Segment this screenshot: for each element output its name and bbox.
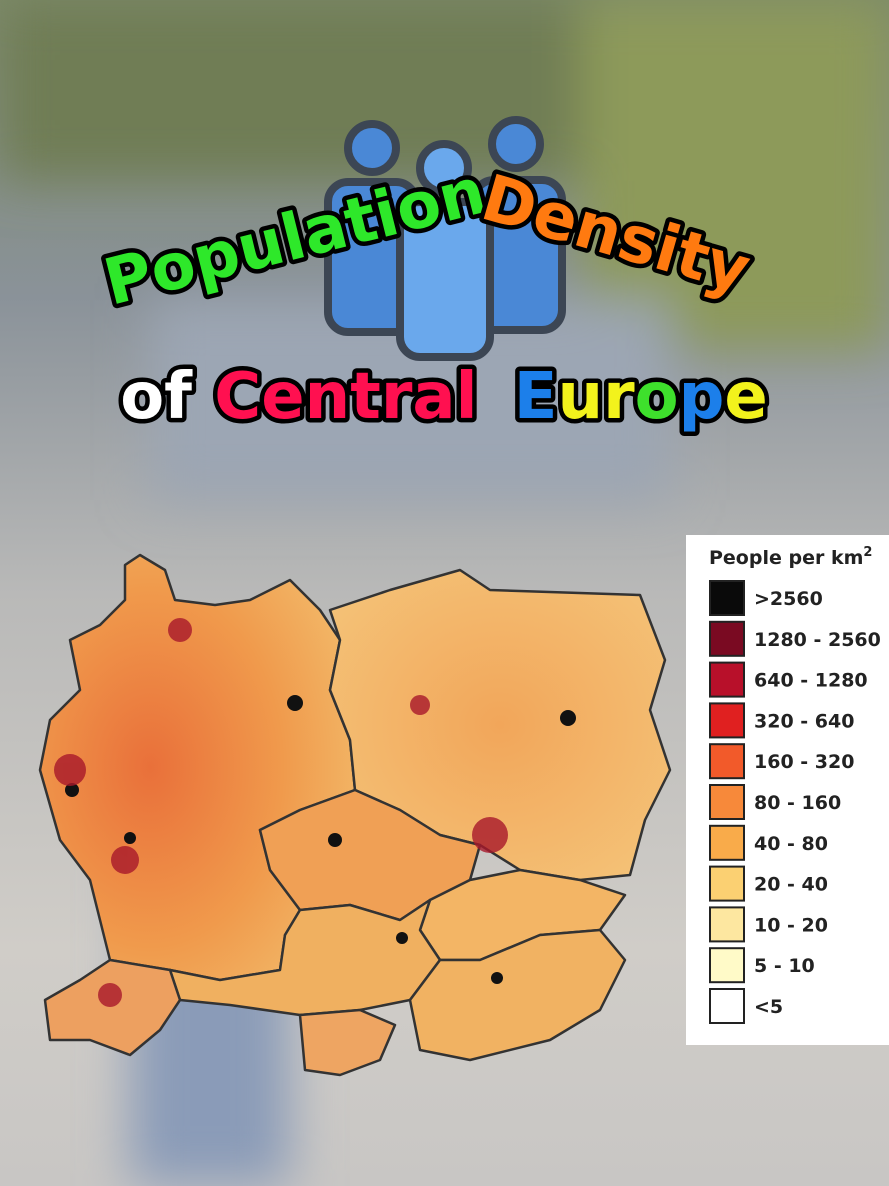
switzerland xyxy=(43,958,182,1057)
legend-label: 640 - 1280 xyxy=(754,670,868,692)
legend-label: 5 - 10 xyxy=(754,955,815,977)
legend-swatch xyxy=(709,824,745,861)
legend-label: 20 - 40 xyxy=(754,874,828,896)
legend-swatch xyxy=(709,661,745,698)
legend-swatch xyxy=(709,906,745,943)
map xyxy=(38,553,672,1077)
legend-swatch xyxy=(709,988,745,1024)
legend-label: 160 - 320 xyxy=(754,751,854,773)
legend-swatch xyxy=(709,865,745,902)
legend-swatch xyxy=(709,580,745,616)
legend-swatch xyxy=(709,620,745,657)
legend-title-sup: 2 xyxy=(863,545,872,560)
legend-title-text: People per km xyxy=(709,547,863,569)
title-letter: p xyxy=(679,360,725,434)
hungary xyxy=(408,928,627,1062)
austria xyxy=(168,898,442,1017)
poland xyxy=(328,568,672,882)
legend-label: 80 - 160 xyxy=(754,792,841,814)
legend-swatch xyxy=(709,784,745,820)
legend-label: 40 - 80 xyxy=(754,833,828,855)
title-letter: E xyxy=(514,360,558,434)
subtitle: of Central Europe xyxy=(120,360,768,434)
legend-title: People per km2 xyxy=(709,545,872,569)
legend-label: <5 xyxy=(754,996,783,1018)
legend-label: >2560 xyxy=(754,588,823,610)
legend: >2560 1280 - 2560 640 - 1280 320 - 640 160 -… xyxy=(709,580,881,1024)
title-letter: o xyxy=(635,360,679,434)
title-word: Central xyxy=(214,360,477,434)
title-letter: e xyxy=(724,360,767,434)
title-letter: r xyxy=(603,360,635,434)
slovenia xyxy=(298,1008,397,1077)
title-letter: u xyxy=(558,360,604,434)
legend-swatch xyxy=(709,743,745,780)
title-word: Europe xyxy=(514,360,768,434)
legend-label: 320 - 640 xyxy=(754,710,854,732)
legend-swatch xyxy=(709,947,745,984)
legend-swatch xyxy=(709,702,745,739)
legend-label: 1280 - 2560 xyxy=(754,629,881,651)
people-icon xyxy=(324,116,566,361)
legend-label: 10 - 20 xyxy=(754,914,828,936)
title-word: of xyxy=(120,360,193,434)
